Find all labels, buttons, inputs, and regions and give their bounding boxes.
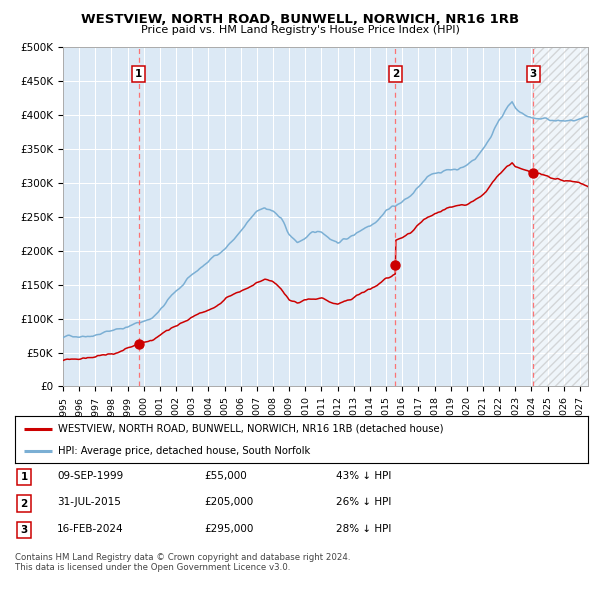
Text: 2: 2	[392, 70, 399, 79]
Text: 28% ↓ HPI: 28% ↓ HPI	[336, 524, 391, 533]
Text: HPI: Average price, detached house, South Norfolk: HPI: Average price, detached house, Sout…	[58, 447, 310, 456]
Text: WESTVIEW, NORTH ROAD, BUNWELL, NORWICH, NR16 1RB (detached house): WESTVIEW, NORTH ROAD, BUNWELL, NORWICH, …	[58, 424, 443, 434]
Text: 1: 1	[20, 472, 28, 482]
Text: £55,000: £55,000	[204, 471, 247, 480]
Text: 26% ↓ HPI: 26% ↓ HPI	[336, 497, 391, 507]
Text: This data is licensed under the Open Government Licence v3.0.: This data is licensed under the Open Gov…	[15, 563, 290, 572]
Text: 3: 3	[530, 70, 537, 79]
Text: 2: 2	[20, 499, 28, 509]
Text: WESTVIEW, NORTH ROAD, BUNWELL, NORWICH, NR16 1RB: WESTVIEW, NORTH ROAD, BUNWELL, NORWICH, …	[81, 13, 519, 26]
Text: £205,000: £205,000	[204, 497, 253, 507]
Text: Contains HM Land Registry data © Crown copyright and database right 2024.: Contains HM Land Registry data © Crown c…	[15, 553, 350, 562]
Text: 3: 3	[20, 525, 28, 535]
Text: 31-JUL-2015: 31-JUL-2015	[57, 497, 121, 507]
Text: 16-FEB-2024: 16-FEB-2024	[57, 524, 124, 533]
Text: 1: 1	[135, 70, 142, 79]
Text: £295,000: £295,000	[204, 524, 253, 533]
Text: 09-SEP-1999: 09-SEP-1999	[57, 471, 123, 480]
Text: 43% ↓ HPI: 43% ↓ HPI	[336, 471, 391, 480]
Text: Price paid vs. HM Land Registry's House Price Index (HPI): Price paid vs. HM Land Registry's House …	[140, 25, 460, 35]
